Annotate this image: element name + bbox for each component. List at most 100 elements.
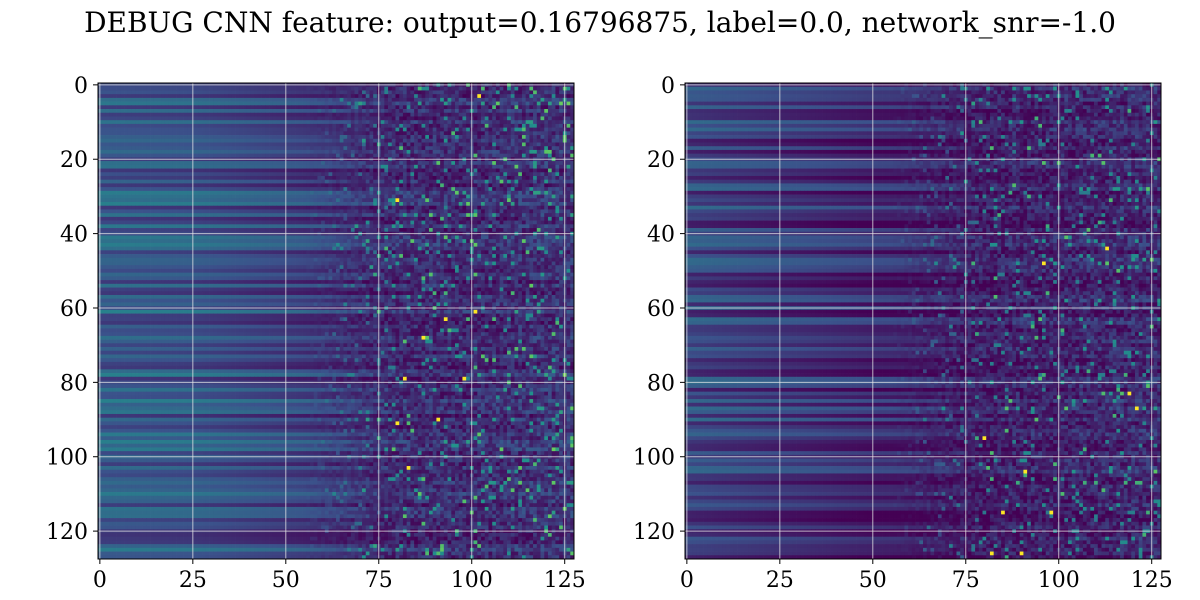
heatmap-cell <box>232 165 236 169</box>
heatmap-cell <box>448 146 452 150</box>
heatmap-cell <box>488 209 492 213</box>
heatmap-cell <box>210 120 214 124</box>
heatmap-cell <box>392 169 396 173</box>
heatmap-cell <box>187 198 191 202</box>
heatmap-cell <box>403 209 407 213</box>
heatmap-cell <box>232 176 236 180</box>
heatmap-cell <box>555 131 559 135</box>
heatmap-cell <box>488 165 492 169</box>
heatmap-cell <box>206 116 210 120</box>
heatmap-cell <box>176 102 180 106</box>
heatmap-cell <box>277 105 281 109</box>
heatmap-cell <box>366 124 370 128</box>
heatmap-cell <box>343 120 347 124</box>
heatmap-cell <box>254 191 258 195</box>
heatmap-cell <box>176 124 180 128</box>
heatmap-cell <box>262 154 266 158</box>
heatmap-cell <box>250 150 254 154</box>
heatmap-cell <box>184 124 188 128</box>
heatmap-cell <box>262 150 266 154</box>
heatmap-cell <box>135 128 139 132</box>
heatmap-cell <box>310 124 314 128</box>
heatmap-cell <box>239 165 243 169</box>
heatmap-cell <box>295 161 299 165</box>
heatmap-cell <box>325 217 329 221</box>
heatmap-cell <box>210 94 214 98</box>
heatmap-cell <box>392 217 396 221</box>
heatmap-cell <box>541 172 545 176</box>
heatmap-cell <box>143 128 147 132</box>
heatmap-cell <box>511 191 515 195</box>
heatmap-cell <box>210 191 214 195</box>
heatmap-cell <box>485 172 489 176</box>
heatmap-cell <box>481 124 485 128</box>
heatmap-cell <box>131 176 135 180</box>
heatmap-cell <box>262 143 266 147</box>
heatmap-cell <box>518 176 522 180</box>
heatmap-cell <box>228 124 232 128</box>
heatmap-cell <box>135 217 139 221</box>
heatmap-cell <box>418 120 422 124</box>
heatmap-cell <box>548 187 552 191</box>
heatmap-cell <box>105 143 109 147</box>
heatmap-cell <box>410 169 414 173</box>
heatmap-cell <box>396 195 400 199</box>
heatmap-cell <box>291 176 295 180</box>
heatmap-cell <box>321 109 325 113</box>
heatmap-cell <box>541 198 545 202</box>
heatmap-cell <box>269 180 273 184</box>
heatmap-cell <box>128 109 132 113</box>
heatmap-cell <box>358 154 362 158</box>
heatmap-cell <box>295 176 299 180</box>
heatmap-cell <box>403 187 407 191</box>
heatmap-cell <box>567 94 571 98</box>
heatmap-cell <box>567 176 571 180</box>
heatmap-cell <box>299 131 303 135</box>
heatmap-cell <box>250 161 254 165</box>
heatmap-cell <box>314 94 318 98</box>
heatmap-cell <box>254 98 258 102</box>
heatmap-cell <box>158 217 162 221</box>
heatmap-cell <box>306 213 310 217</box>
heatmap-cell <box>526 213 530 217</box>
heatmap-cell <box>150 180 154 184</box>
heatmap-cell <box>154 124 158 128</box>
heatmap-cell <box>139 105 143 109</box>
heatmap-cell <box>195 165 199 169</box>
heatmap-cell <box>172 217 176 221</box>
heatmap-cell <box>567 161 571 165</box>
heatmap-cell <box>325 150 329 154</box>
heatmap-cell <box>202 94 206 98</box>
heatmap-cell <box>448 150 452 154</box>
heatmap-cell <box>124 165 128 169</box>
heatmap-cell <box>541 191 545 195</box>
heatmap-cell <box>109 169 113 173</box>
heatmap-cell <box>343 213 347 217</box>
heatmap-cell <box>373 154 377 158</box>
heatmap-cell <box>567 183 571 187</box>
heatmap-cell <box>526 109 530 113</box>
heatmap-cell <box>559 143 563 147</box>
heatmap-cell <box>399 90 403 94</box>
heatmap-cell <box>515 146 519 150</box>
heatmap-cell <box>143 124 147 128</box>
heatmap-cell <box>485 94 489 98</box>
heatmap-cell <box>154 102 158 106</box>
heatmap-cell <box>529 206 533 210</box>
heatmap-cell <box>444 120 448 124</box>
heatmap-cell <box>288 128 292 132</box>
heatmap-cell <box>373 180 377 184</box>
heatmap-cell <box>425 139 429 143</box>
heatmap-cell <box>277 150 281 154</box>
heatmap-cell <box>161 94 165 98</box>
heatmap-cell <box>332 180 336 184</box>
heatmap-cell <box>485 154 489 158</box>
heatmap-cell <box>507 98 511 102</box>
heatmap-cell <box>314 209 318 213</box>
heatmap-cell <box>184 143 188 147</box>
heatmap-cell <box>299 120 303 124</box>
heatmap-cell <box>128 191 132 195</box>
heatmap-cell <box>451 135 455 139</box>
heatmap-cell <box>407 124 411 128</box>
